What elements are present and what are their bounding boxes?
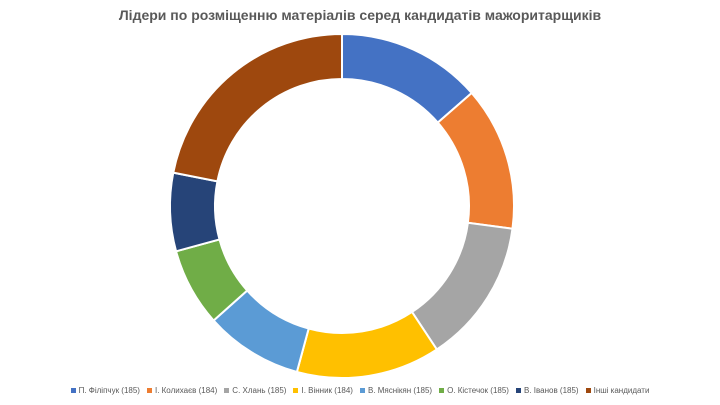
legend-label: І. Колихаєв (184) — [154, 386, 218, 395]
legend-label: П. Філіпчук (185) — [78, 386, 140, 395]
legend-item-6: В. Іванов (185) — [515, 386, 579, 395]
legend-item-1: І. Колихаєв (184) — [146, 386, 218, 395]
donut-slice-7 — [172, 32, 343, 183]
legend-swatch — [146, 388, 152, 393]
donut-slice-6 — [169, 171, 221, 253]
legend-swatch — [70, 388, 76, 393]
donut-slice-3 — [295, 310, 439, 379]
legend-label: С. Хлань (185) — [232, 386, 287, 395]
legend-label: В. Мяснікян (185) — [367, 386, 433, 395]
donut-slice-2 — [410, 221, 514, 351]
legend-swatch — [439, 388, 445, 393]
legend-item-7: Інші кандидати — [585, 386, 650, 395]
legend-swatch — [515, 388, 521, 393]
legend-label: О. Кістечок (185) — [447, 386, 509, 395]
chart-legend: П. Філіпчук (185) І. Колихаєв (184) С. Хла… — [0, 386, 720, 395]
legend-label: І. Вінник (184) — [301, 386, 353, 395]
donut-slice-1 — [436, 91, 515, 230]
legend-label: В. Іванов (185) — [523, 386, 579, 395]
legend-swatch — [585, 388, 591, 393]
legend-label: Інші кандидати — [593, 386, 650, 395]
legend-item-3: І. Вінник (184) — [293, 386, 353, 395]
legend-swatch — [359, 388, 365, 393]
legend-item-2: С. Хлань (185) — [224, 386, 286, 395]
legend-swatch — [293, 388, 299, 393]
legend-item-4: В. Мяснікян (185) — [359, 386, 433, 395]
legend-swatch — [224, 388, 230, 393]
legend-item-0: П. Філіпчук (185) — [70, 386, 140, 395]
legend-item-5: О. Кістечок (185) — [439, 386, 509, 395]
chart-title: Лідери по розміщенню матеріалів серед ка… — [118, 7, 602, 23]
